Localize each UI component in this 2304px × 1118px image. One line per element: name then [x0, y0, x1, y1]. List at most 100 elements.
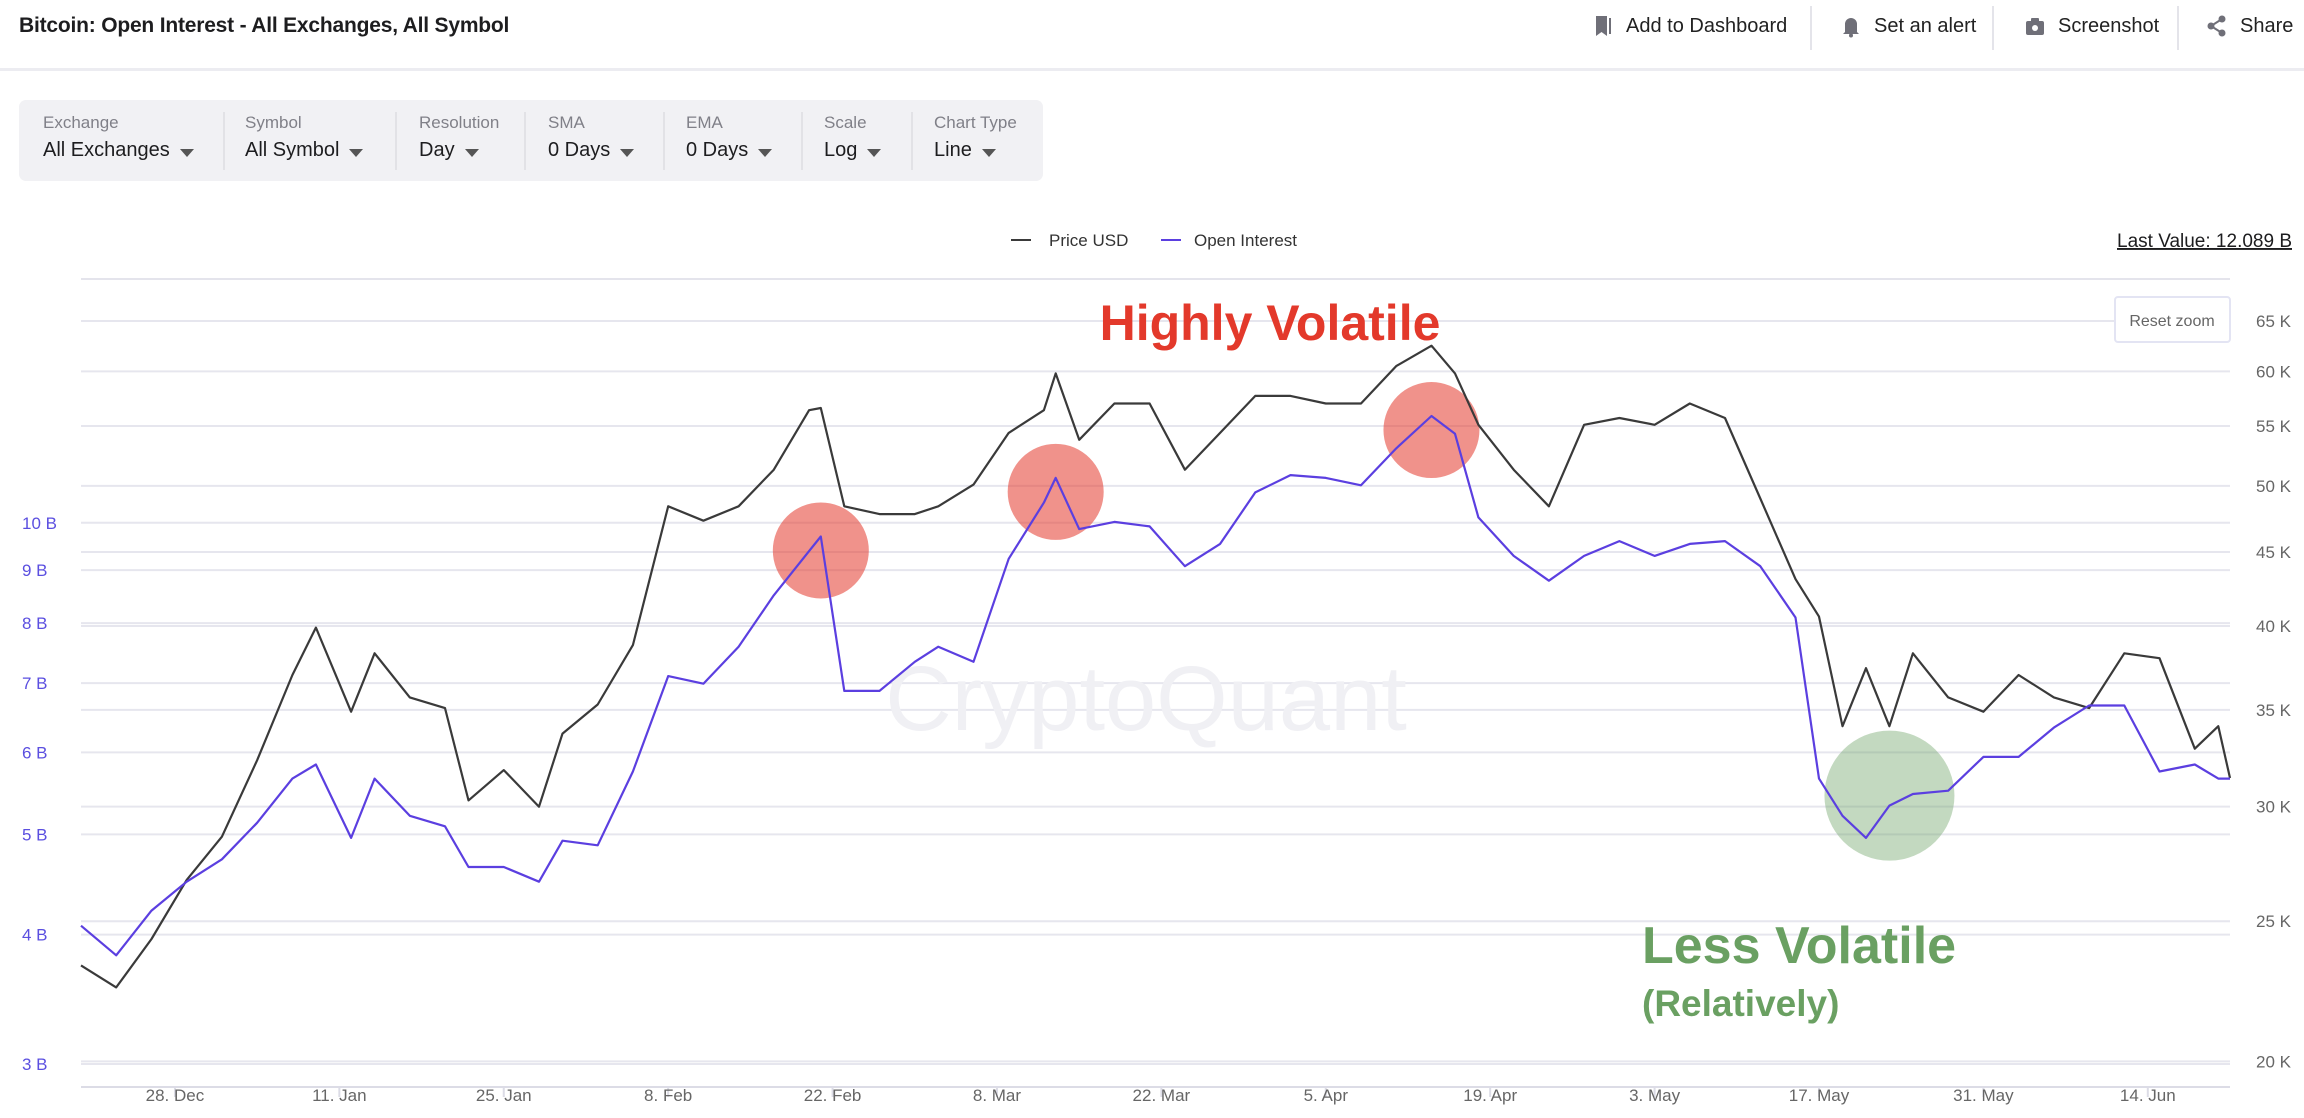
x-tick-label: 19. Apr: [1463, 1086, 1517, 1105]
x-tick-label: 3. May: [1629, 1086, 1681, 1105]
x-tick-label: 31. May: [1953, 1086, 2014, 1105]
highly-volatile-marker: [1383, 382, 1480, 479]
ema-label: EMA: [686, 113, 723, 132]
chart-type-value: Line: [934, 139, 972, 161]
x-tick-label: 25. Jan: [476, 1086, 532, 1105]
divider: [911, 112, 913, 170]
series-line-open-interest: [80, 414, 2230, 957]
divider: [223, 112, 225, 170]
y-right-tick-label: 50 K: [2256, 477, 2292, 496]
y-right-tick-label: 55 K: [2256, 417, 2292, 436]
y-right-tick-label: 30 K: [2256, 798, 2292, 817]
y-left-tick-label: 10 B: [22, 514, 57, 533]
y-left-tick-label: 9 B: [22, 561, 48, 580]
last-value: Last Value: 12.089 B: [2117, 231, 2292, 252]
watermark: CryptoQuant: [885, 648, 1407, 750]
less-volatile-marker: [1824, 730, 1955, 861]
y-right-tick-label: 25 K: [2256, 912, 2292, 931]
caret-down-icon: [758, 148, 773, 157]
divider: [663, 112, 665, 170]
highlight-markers: [772, 382, 1955, 861]
share-button[interactable]: Share: [2206, 14, 2293, 38]
divider: [1992, 6, 1994, 50]
scale-value: Log: [824, 139, 858, 161]
divider: [1810, 6, 1812, 50]
legend-item-price[interactable]: Price USD: [1011, 231, 1128, 250]
resolution-label: Resolution: [419, 113, 500, 132]
caret-down-icon: [179, 148, 194, 157]
x-tick-label: 8. Mar: [973, 1086, 1022, 1105]
x-tick-label: 11. Jan: [312, 1086, 367, 1105]
legend-label-open-interest: Open Interest: [1194, 231, 1297, 250]
divider: [2177, 6, 2179, 50]
add-to-dashboard-label: Add to Dashboard: [1626, 14, 1788, 37]
annotation-highly-volatile: Highly Volatile: [1100, 295, 1441, 351]
annotation-less-volatile: Less Volatile: [1642, 917, 1956, 975]
sma-value: 0 Days: [548, 139, 611, 161]
y-right-tick-label: 60 K: [2256, 362, 2292, 381]
divider: [395, 112, 397, 170]
y-right-tick-label: 45 K: [2256, 543, 2292, 562]
y-right-tick-label: 65 K: [2256, 312, 2292, 331]
sma-label: SMA: [548, 113, 585, 132]
highly-volatile-marker: [772, 502, 869, 599]
y-left-tick-label: 7 B: [22, 674, 48, 693]
y-left-tick-label: 5 B: [22, 825, 48, 844]
x-tick-label: 14. Jun: [2120, 1086, 2176, 1105]
divider: [524, 112, 526, 170]
exchange-label: Exchange: [43, 113, 119, 132]
bell-icon: [1843, 18, 1859, 38]
ema-value: 0 Days: [686, 139, 749, 161]
annotation-relatively: (Relatively): [1642, 983, 1839, 1024]
legend-label-price: Price USD: [1049, 231, 1128, 250]
add-to-dashboard-button[interactable]: Add to Dashboard: [1592, 14, 1787, 38]
x-tick-label: 22. Feb: [804, 1086, 862, 1105]
symbol-label: Symbol: [245, 113, 302, 132]
axes: 20 K 25 K 30 K 35 K 40 K 45 K 50 K 55 K 60 K 65 K…: [22, 312, 2292, 1105]
caret-down-icon: [464, 148, 479, 157]
x-tick-label: 8. Feb: [644, 1086, 692, 1105]
resolution-value: Day: [419, 139, 455, 161]
divider: [801, 112, 803, 170]
x-tick-label: 5. Apr: [1304, 1086, 1349, 1105]
reset-zoom-frame: [2114, 296, 2231, 343]
symbol-value: All Symbol: [245, 139, 340, 161]
scale-label: Scale: [824, 113, 867, 132]
caret-down-icon: [349, 148, 364, 157]
y-left-tick-label: 3 B: [22, 1055, 48, 1074]
share-label: Share: [2240, 14, 2294, 37]
share-icon: [2207, 15, 2226, 37]
y-right-tick-label: 40 K: [2256, 617, 2292, 636]
reset-zoom-label: Reset zoom: [2129, 313, 2214, 330]
screenshot-label: Screenshot: [2058, 14, 2160, 37]
set-alert-button[interactable]: Set an alert: [1840, 14, 1976, 38]
reset-zoom-button[interactable]: Reset zoom: [2114, 296, 2231, 343]
series-lines: [80, 344, 2232, 989]
legend-item-open-interest[interactable]: Open Interest: [1161, 231, 1297, 250]
chart-type-label: Chart Type: [934, 113, 1017, 132]
camera-icon: [2026, 18, 2044, 35]
x-tick-label: 17. May: [1789, 1086, 1850, 1105]
page-header: Bitcoin: Open Interest - All Exchanges, …: [0, 0, 2304, 71]
series-line-price-usd: [80, 344, 2232, 989]
caret-down-icon: [981, 148, 996, 157]
gridlines: [81, 278, 2230, 1088]
caret-down-icon: [620, 148, 635, 157]
y-left-tick-label: 8 B: [22, 614, 48, 633]
x-tick-label: 28. Dec: [146, 1086, 205, 1105]
y-right-tick-label: 20 K: [2256, 1052, 2292, 1071]
y-right-tick-label: 35 K: [2256, 701, 2292, 720]
y-left-tick-label: 6 B: [22, 743, 48, 762]
y-left-tick-label: 4 B: [22, 926, 48, 945]
x-tick-label: 22. Mar: [1133, 1086, 1191, 1105]
chart-settings-toolbar: Exchange All Exchanges Symbol All Symbol…: [19, 100, 1043, 181]
page-title: Bitcoin: Open Interest - All Exchanges, …: [19, 14, 510, 37]
screenshot-button[interactable]: Screenshot: [2024, 14, 2159, 38]
set-alert-label: Set an alert: [1874, 14, 1977, 37]
exchange-value: All Exchanges: [43, 139, 170, 161]
legend: Price USD Open Interest: [1011, 231, 1297, 250]
bookmark-icon: [1596, 16, 1611, 36]
highly-volatile-marker: [1007, 443, 1104, 540]
caret-down-icon: [867, 148, 882, 157]
